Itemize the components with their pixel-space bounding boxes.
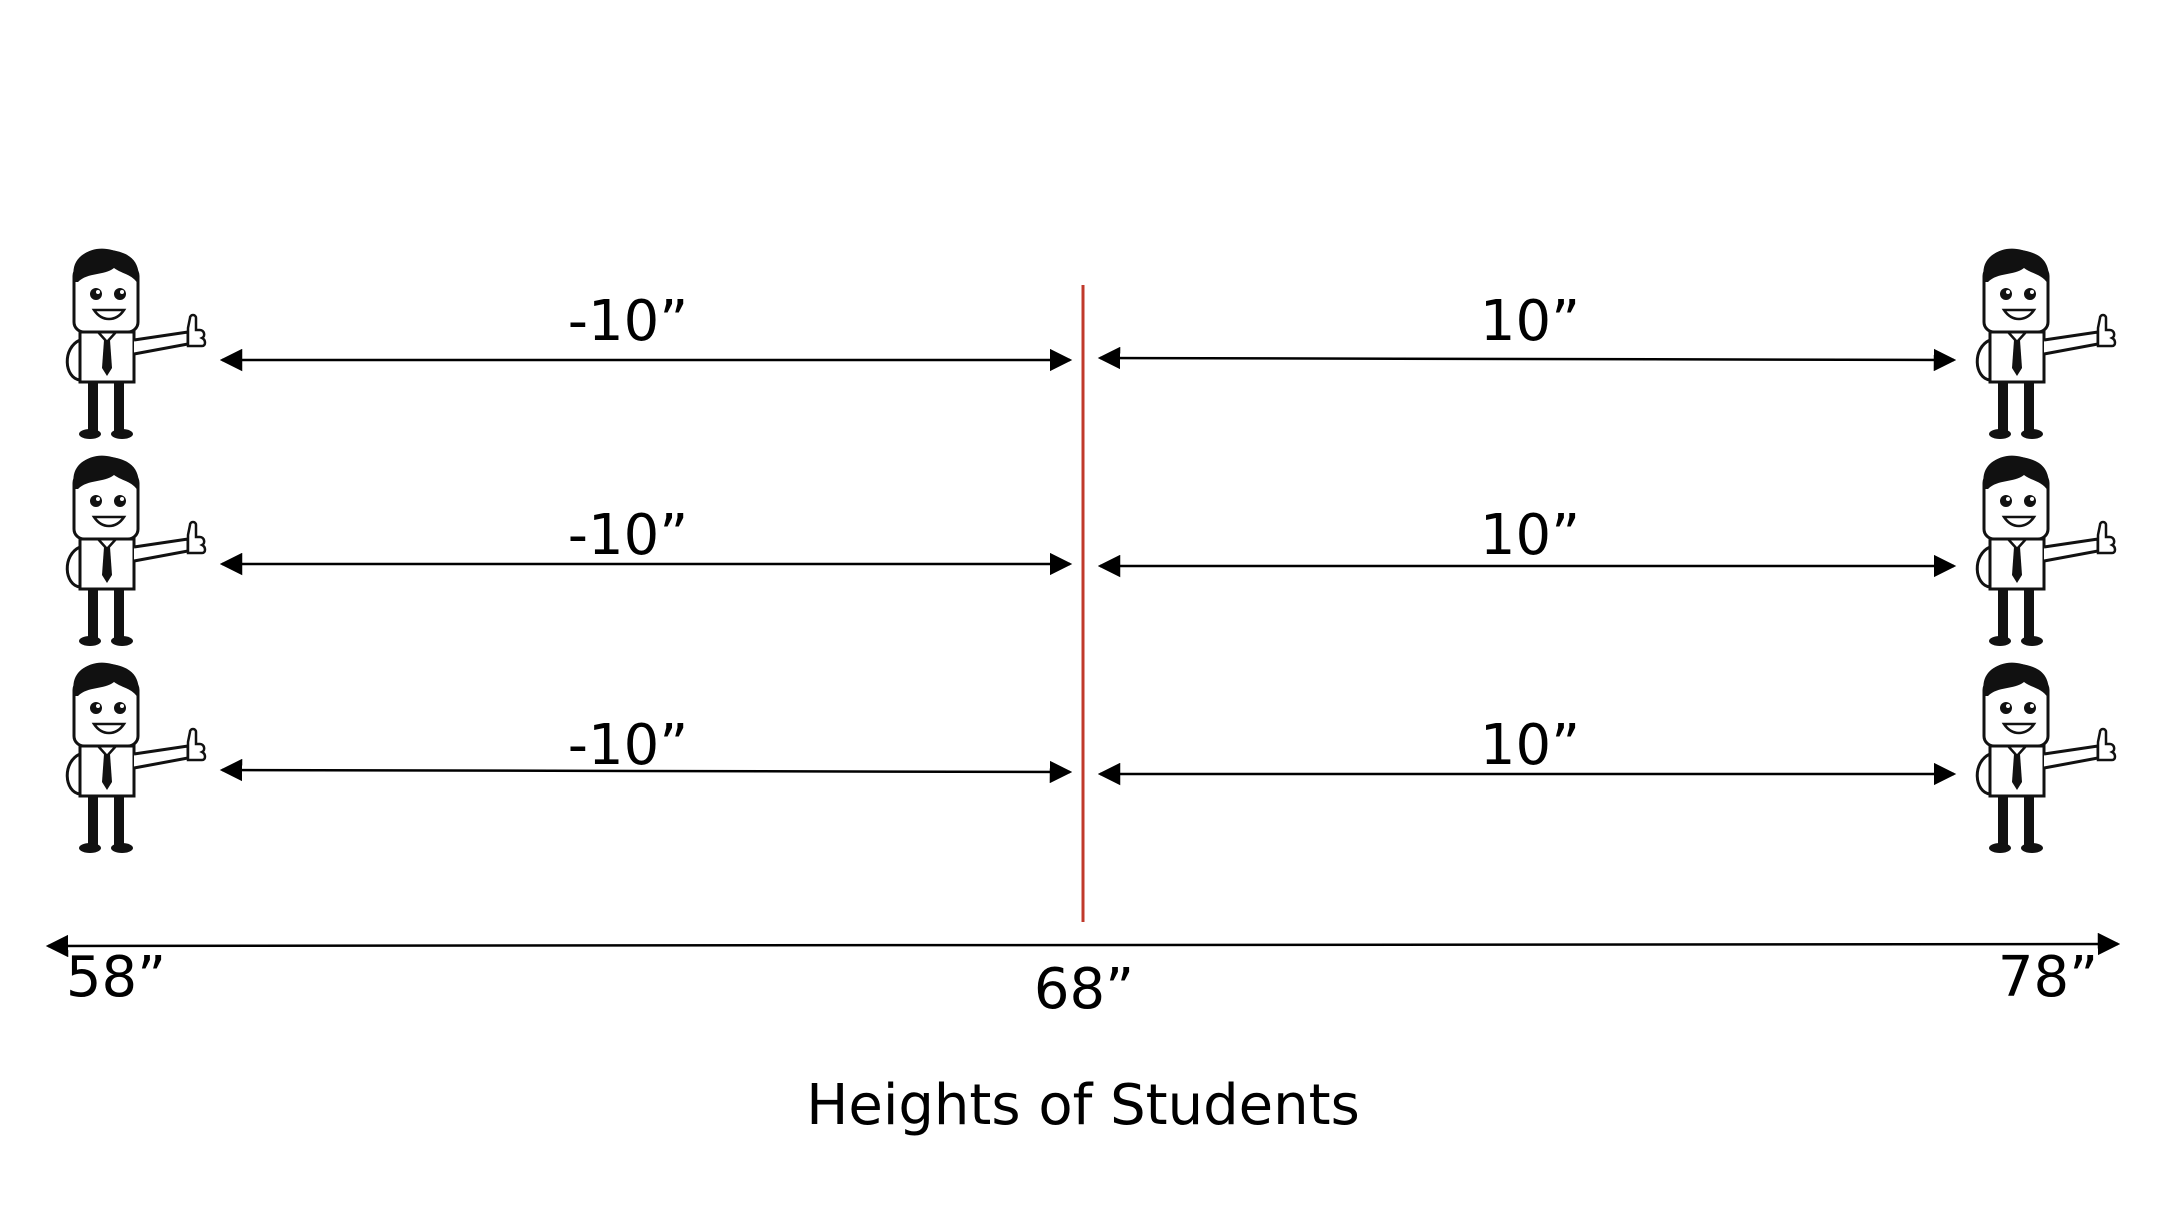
left-deviation-label: -10”: [568, 713, 688, 778]
cartoon-man-thumbs-up-icon: [65, 661, 207, 855]
cartoon-man-thumbs-up-icon: [65, 247, 207, 441]
axis-tick-min: 58”: [66, 945, 166, 1010]
left-deviation-label: -10”: [568, 289, 688, 354]
cartoon-man-thumbs-up-icon: [1975, 247, 2117, 441]
axis-tick-mean: 68”: [1034, 957, 1134, 1022]
cartoon-man-thumbs-up-icon: [65, 454, 207, 648]
axis-caption: Heights of Students: [806, 1073, 1360, 1138]
left-deviation-label: -10”: [568, 503, 688, 568]
deviation-row-1: -10” 10”: [65, 247, 2117, 441]
right-deviation-label: 10”: [1480, 503, 1580, 568]
right-deviation-label: 10”: [1480, 289, 1580, 354]
height-axis: [45, 932, 2121, 958]
cartoon-man-thumbs-up-icon: [1975, 661, 2117, 855]
axis-tick-max: 78”: [1998, 945, 2098, 1010]
cartoon-man-thumbs-up-icon: [1975, 454, 2117, 648]
deviation-row-2: -10” 10”: [65, 454, 2117, 648]
deviation-row-3: -10” 10”: [65, 661, 2117, 855]
right-deviation-arrow: [1097, 346, 1957, 372]
left-deviation-arrow: [219, 758, 1073, 784]
right-deviation-label: 10”: [1480, 713, 1580, 778]
